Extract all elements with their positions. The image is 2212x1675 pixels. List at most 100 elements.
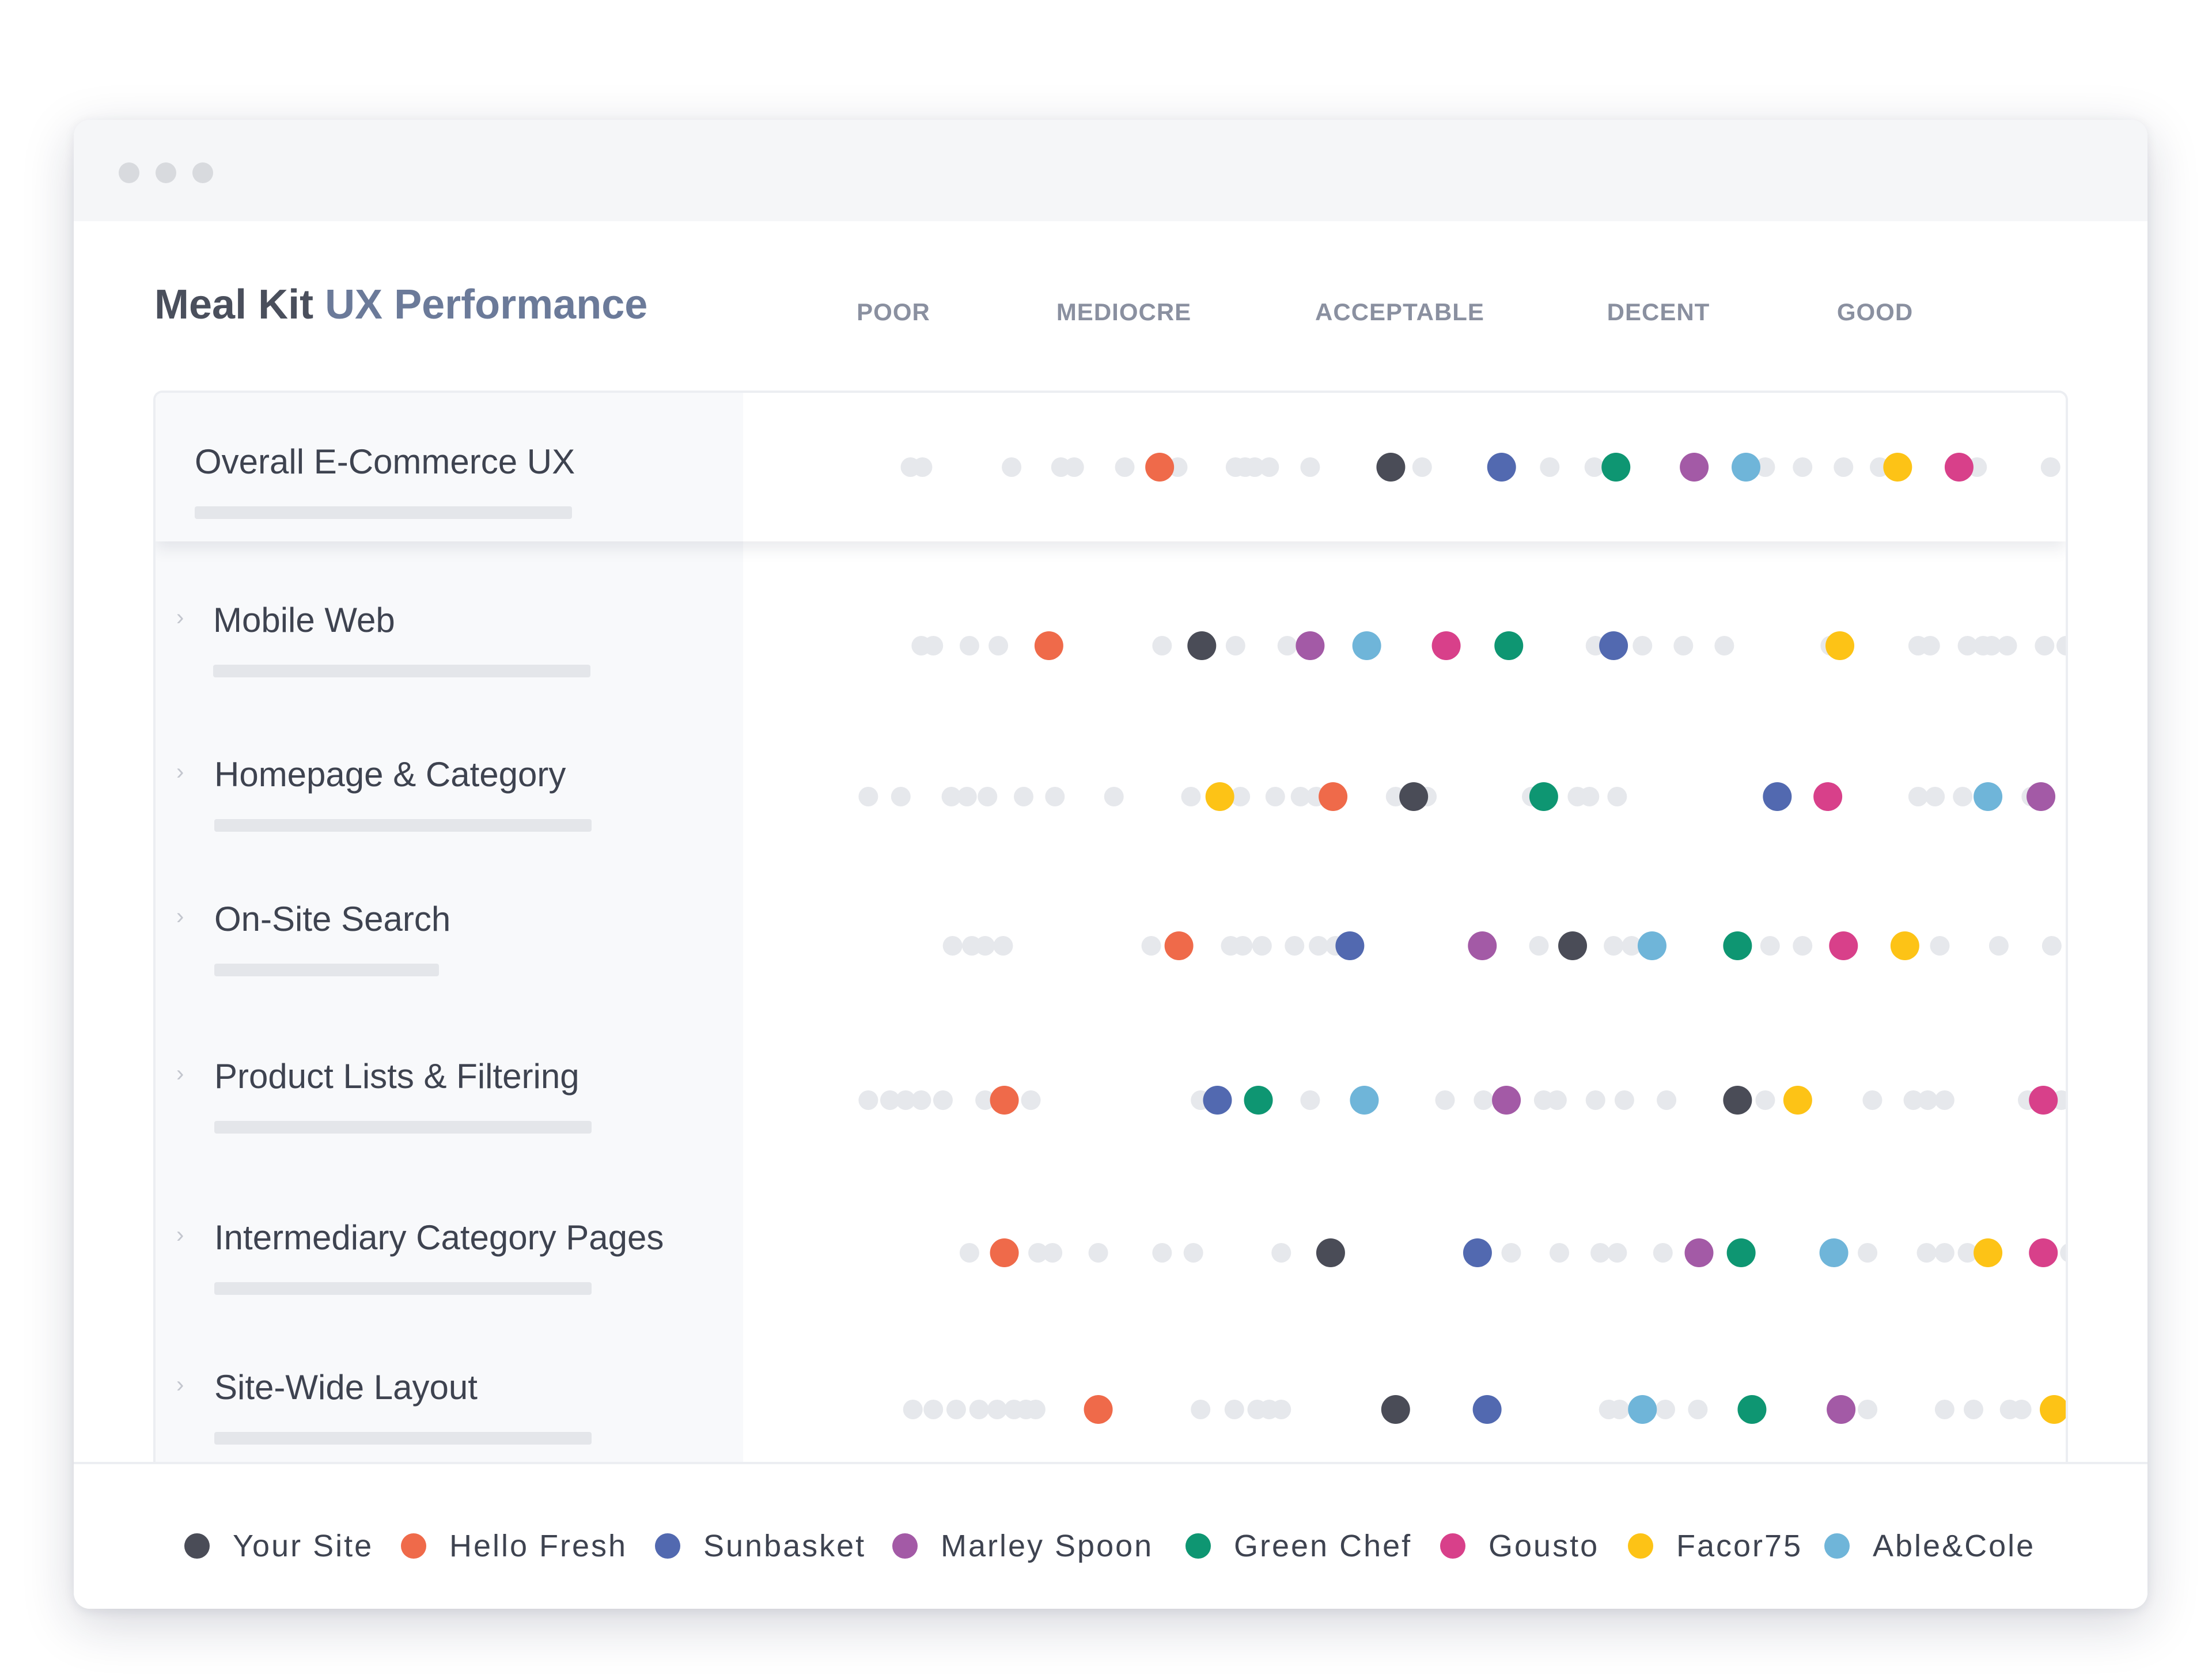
- scatter-row-product-lists-and-filtering: [858, 1086, 2066, 1115]
- data-point-ableandcole[interactable]: [1350, 1086, 1379, 1115]
- benchmark-dot: [1025, 1400, 1046, 1419]
- chevron-right-icon[interactable]: ›: [176, 605, 184, 630]
- data-point-sunbasket[interactable]: [1487, 453, 1516, 482]
- data-point-green-chef[interactable]: [1244, 1086, 1273, 1115]
- benchmark-dot: [1013, 787, 1033, 806]
- data-point-marley-spoon[interactable]: [1468, 931, 1497, 960]
- row-label-on-site-search[interactable]: On-Site Search: [214, 900, 451, 938]
- chart-title-accent: UX Performance: [325, 282, 648, 328]
- data-point-hello-fresh[interactable]: [1034, 631, 1063, 660]
- data-point-hello-fresh[interactable]: [990, 1086, 1019, 1115]
- data-point-green-chef[interactable]: [1737, 1395, 1767, 1424]
- chevron-right-icon[interactable]: ›: [176, 904, 184, 929]
- benchmark-dot: [911, 1090, 931, 1110]
- data-point-gousto[interactable]: [1431, 631, 1461, 660]
- data-point-your-site[interactable]: [1316, 1238, 1345, 1267]
- data-point-ableandcole[interactable]: [1628, 1395, 1657, 1424]
- benchmark-dot: [993, 936, 1013, 956]
- data-point-hello-fresh[interactable]: [1319, 782, 1348, 811]
- benchmark-dot: [1252, 936, 1272, 956]
- data-point-green-chef[interactable]: [1726, 1238, 1756, 1267]
- data-point-ableandcole[interactable]: [1637, 931, 1666, 960]
- chevron-right-icon[interactable]: ›: [176, 1372, 184, 1397]
- data-point-hello-fresh[interactable]: [1145, 453, 1175, 482]
- data-point-sunbasket[interactable]: [1599, 631, 1628, 660]
- data-point-green-chef[interactable]: [1494, 631, 1524, 660]
- legend-swatch: [1185, 1533, 1211, 1559]
- data-point-marley-spoon[interactable]: [1296, 631, 1325, 660]
- data-point-your-site[interactable]: [1399, 782, 1429, 811]
- chevron-right-icon[interactable]: ›: [176, 1061, 184, 1086]
- data-point-ableandcole[interactable]: [1731, 453, 1760, 482]
- data-point-facor75[interactable]: [1205, 782, 1234, 811]
- data-point-your-site[interactable]: [1376, 453, 1406, 482]
- chevron-right-icon[interactable]: ›: [176, 1222, 184, 1248]
- data-point-gousto[interactable]: [1829, 931, 1858, 960]
- data-point-marley-spoon[interactable]: [1684, 1238, 1714, 1267]
- row-label-homepage-and-category[interactable]: Homepage & Category: [214, 755, 566, 794]
- window-control-dot[interactable]: [192, 162, 213, 183]
- benchmark-dot: [2056, 636, 2066, 655]
- window-control-dot[interactable]: [119, 162, 139, 183]
- data-point-your-site[interactable]: [1381, 1395, 1410, 1424]
- benchmark-dot: [1585, 1090, 1605, 1110]
- data-point-gousto[interactable]: [2029, 1086, 2058, 1115]
- scatter-row-mobile-web: [911, 631, 2066, 660]
- benchmark-dot: [1002, 457, 1022, 477]
- data-point-marley-spoon[interactable]: [1827, 1395, 1856, 1424]
- benchmark-dot: [1925, 787, 1945, 806]
- window-control-dot[interactable]: [156, 162, 176, 183]
- legend-label: Hello Fresh: [449, 1529, 628, 1563]
- data-point-facor75[interactable]: [1974, 1238, 2003, 1267]
- benchmark-dot: [1590, 1243, 1611, 1263]
- row-score-bar: [214, 1121, 592, 1134]
- data-point-green-chef[interactable]: [1723, 931, 1752, 960]
- legend-label: Your Site: [233, 1529, 374, 1563]
- row-label-product-lists-and-filtering[interactable]: Product Lists & Filtering: [214, 1057, 579, 1096]
- benchmark-dot: [1982, 636, 2002, 655]
- row-label-intermediary-category-pages[interactable]: Intermediary Category Pages: [214, 1218, 664, 1257]
- benchmark-dot: [1957, 636, 1978, 655]
- legend-swatch: [1824, 1533, 1850, 1559]
- data-point-sunbasket[interactable]: [1463, 1238, 1492, 1267]
- data-point-your-site[interactable]: [1723, 1086, 1752, 1115]
- benchmark-dot: [1834, 457, 1854, 477]
- data-point-hello-fresh[interactable]: [990, 1238, 1019, 1267]
- benchmark-dot: [1115, 457, 1135, 477]
- benchmark-dot: [1191, 1400, 1211, 1419]
- data-point-green-chef[interactable]: [1529, 782, 1558, 811]
- data-point-ableandcole[interactable]: [1974, 782, 2003, 811]
- data-point-ableandcole[interactable]: [1819, 1238, 1849, 1267]
- data-point-gousto[interactable]: [1944, 453, 1974, 482]
- benchmark-dot: [1152, 636, 1172, 655]
- data-point-ableandcole[interactable]: [1352, 631, 1381, 660]
- data-point-facor75[interactable]: [1783, 1086, 1812, 1115]
- data-point-hello-fresh[interactable]: [1164, 931, 1194, 960]
- benchmark-dot: [1604, 936, 1624, 956]
- benchmark-dot: [1183, 1243, 1203, 1263]
- data-point-facor75[interactable]: [1890, 931, 1919, 960]
- data-point-hello-fresh[interactable]: [1084, 1395, 1113, 1424]
- data-point-gousto[interactable]: [1813, 782, 1843, 811]
- data-point-sunbasket[interactable]: [1472, 1395, 1502, 1424]
- data-point-sunbasket[interactable]: [1763, 782, 1792, 811]
- data-point-green-chef[interactable]: [1601, 453, 1631, 482]
- data-point-facor75[interactable]: [1883, 453, 1912, 482]
- data-point-marley-spoon[interactable]: [1680, 453, 1709, 482]
- chevron-right-icon[interactable]: ›: [176, 759, 184, 785]
- data-point-sunbasket[interactable]: [1335, 931, 1365, 960]
- data-point-gousto[interactable]: [2029, 1238, 2058, 1267]
- row-label-site-wide-layout[interactable]: Site-Wide Layout: [214, 1368, 478, 1407]
- data-point-facor75[interactable]: [1825, 631, 1855, 660]
- benchmark-dot: [933, 1090, 953, 1110]
- data-point-facor75[interactable]: [2040, 1395, 2066, 1424]
- data-point-your-site[interactable]: [1558, 931, 1588, 960]
- benchmark-dot: [2035, 636, 2055, 655]
- data-point-your-site[interactable]: [1187, 631, 1217, 660]
- row-label-mobile-web[interactable]: Mobile Web: [213, 601, 395, 639]
- data-point-sunbasket[interactable]: [1203, 1086, 1232, 1115]
- data-point-marley-spoon[interactable]: [2027, 782, 2056, 811]
- data-point-marley-spoon[interactable]: [1492, 1086, 1521, 1115]
- scatter-row-on-site-search: [942, 931, 2062, 960]
- legend-label: Able&Cole: [1873, 1529, 2036, 1563]
